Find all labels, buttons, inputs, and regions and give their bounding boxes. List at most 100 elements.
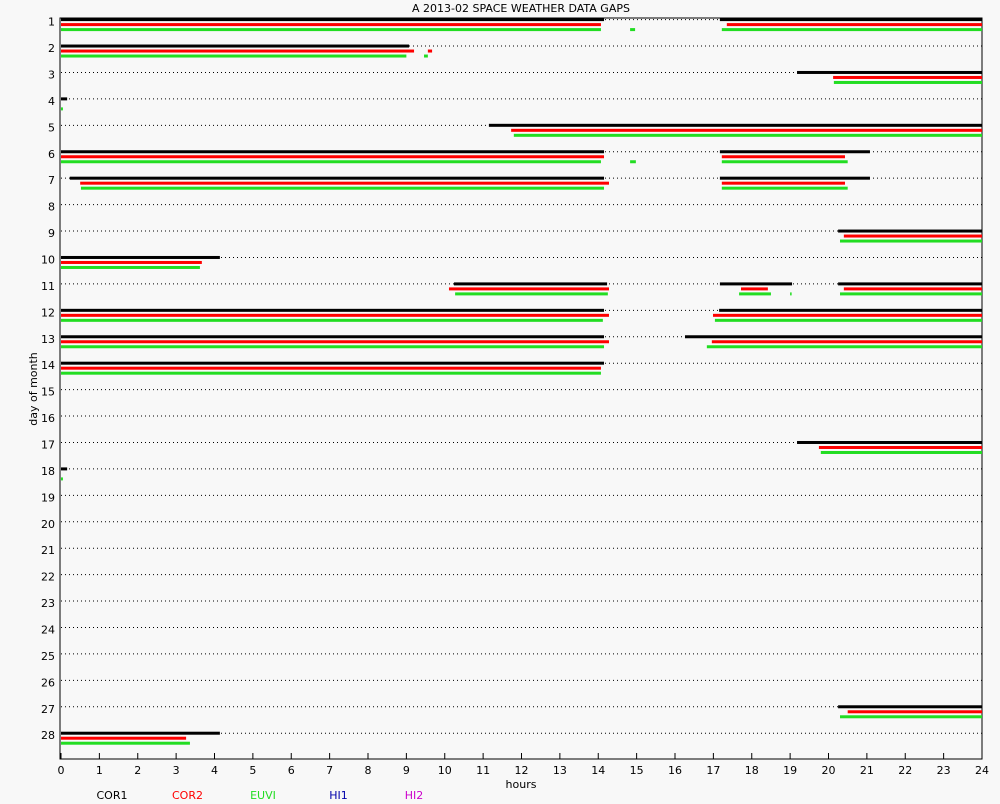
gap-bar — [61, 371, 601, 375]
x-tick-label: 17 — [706, 764, 720, 777]
x-tick-label: 24 — [975, 764, 989, 777]
gap-bar — [711, 340, 982, 344]
x-tick-label: 21 — [860, 764, 874, 777]
gap-bar — [847, 710, 982, 714]
x-tick-label: 6 — [288, 764, 295, 777]
x-tick-label: 5 — [249, 764, 256, 777]
gap-bar — [61, 741, 190, 745]
legend-entry: HI1 — [329, 789, 348, 800]
x-tick-label: 18 — [745, 764, 759, 777]
gap-bar — [838, 229, 982, 233]
x-axis-label: hours — [506, 778, 537, 791]
x-tick-label: 19 — [783, 764, 797, 777]
y-tick-label: 28 — [41, 729, 55, 742]
gap-bar — [80, 186, 605, 190]
gap-bar — [714, 318, 982, 322]
gap-bar — [61, 361, 605, 365]
gap-bar — [706, 345, 982, 349]
y-tick-label: 19 — [41, 491, 55, 504]
y-tick-label: 14 — [41, 359, 55, 372]
gap-bar — [61, 335, 605, 339]
gap-bar — [721, 160, 848, 164]
y-tick-label: 2 — [48, 42, 55, 55]
y-tick-label: 22 — [41, 571, 55, 584]
gap-bar — [726, 23, 982, 27]
gap-bar — [61, 313, 609, 317]
gap-bar — [61, 265, 200, 269]
y-tick-label: 6 — [48, 148, 55, 161]
y-tick-label: 27 — [41, 703, 55, 716]
y-tick-label: 11 — [41, 280, 55, 293]
gap-bar — [838, 705, 982, 709]
x-tick-label: 14 — [591, 764, 605, 777]
gap-bar — [721, 186, 848, 190]
y-tick-label: 5 — [48, 121, 55, 134]
gap-bar — [797, 440, 982, 444]
y-tick-label: 8 — [48, 201, 55, 214]
y-tick-label: 13 — [41, 333, 55, 346]
gap-bar — [61, 736, 187, 740]
y-tick-label: 4 — [48, 95, 55, 108]
gap-bar — [61, 18, 605, 22]
gap-bar — [61, 340, 609, 344]
y-tick-label: 9 — [48, 227, 55, 240]
gap-bar — [838, 282, 982, 286]
legend-entry: COR1 — [97, 789, 128, 800]
gap-bar — [840, 239, 982, 243]
gap-bar — [790, 292, 792, 296]
gap-bar — [61, 155, 605, 159]
legend-entry: COR2 — [172, 789, 203, 800]
gap-bar — [797, 70, 982, 74]
gap-bar — [424, 54, 428, 58]
gap-bar — [453, 282, 608, 286]
gap-bar — [69, 176, 605, 180]
y-tick-label: 23 — [41, 597, 55, 610]
y-axis-label: day of month — [27, 352, 40, 426]
gap-bar — [448, 287, 609, 291]
gap-bar — [818, 445, 982, 449]
x-tick-label: 22 — [898, 764, 912, 777]
y-tick-label: 3 — [48, 68, 55, 81]
y-tick-label: 17 — [41, 438, 55, 451]
y-tick-label: 21 — [41, 544, 55, 557]
y-tick-label: 1 — [48, 16, 55, 29]
gap-bar — [719, 18, 982, 22]
gap-bar — [61, 366, 601, 370]
gap-bar — [721, 181, 846, 185]
gap-bar — [61, 477, 63, 481]
x-tick-label: 10 — [438, 764, 452, 777]
x-tick-label: 11 — [476, 764, 490, 777]
y-tick-label: 15 — [41, 386, 55, 399]
gap-bar — [719, 308, 982, 312]
x-tick-label: 16 — [668, 764, 682, 777]
x-tick-label: 8 — [365, 764, 372, 777]
gap-bar — [833, 75, 982, 79]
gap-bar — [61, 49, 415, 53]
x-tick-label: 20 — [822, 764, 836, 777]
gap-bar — [61, 308, 605, 312]
gap-bar — [61, 44, 410, 48]
gap-bar — [684, 335, 982, 339]
y-tick-label: 20 — [41, 518, 55, 531]
gap-bar — [61, 23, 601, 27]
y-tick-label: 18 — [41, 465, 55, 478]
y-tick-label: 16 — [41, 412, 55, 425]
gap-bar — [61, 260, 202, 264]
gap-bar — [80, 181, 609, 185]
x-tick-label: 23 — [937, 764, 951, 777]
gap-bar — [61, 97, 68, 101]
gap-bar — [61, 150, 605, 154]
x-tick-label: 1 — [96, 764, 103, 777]
gap-bar — [721, 28, 982, 32]
gap-bar — [61, 160, 601, 164]
gap-bar — [61, 467, 68, 471]
y-tick-label: 25 — [41, 650, 55, 663]
gap-bar — [719, 150, 870, 154]
gap-bar — [840, 292, 982, 296]
gap-bar — [843, 234, 982, 238]
gap-bar — [721, 155, 846, 159]
x-tick-label: 3 — [173, 764, 180, 777]
gap-bar — [840, 715, 982, 719]
